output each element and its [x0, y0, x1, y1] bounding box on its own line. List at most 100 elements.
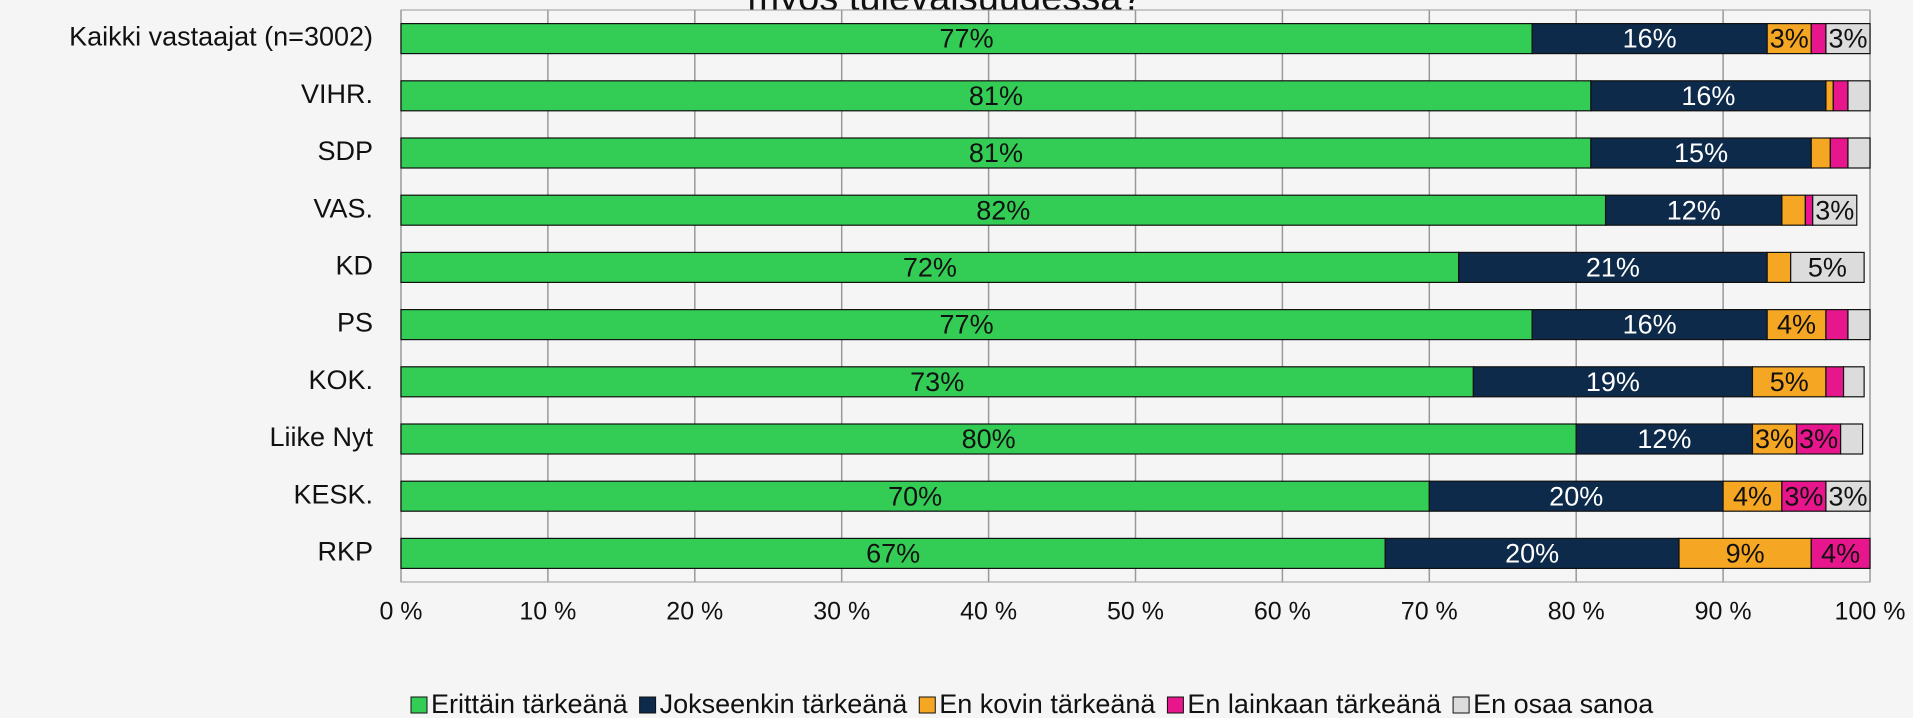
- bar-segment: [1840, 423, 1864, 455]
- y-tick-label: KD: [335, 251, 373, 281]
- data-label: 3%: [1815, 195, 1854, 225]
- x-tick-label: 30 %: [813, 598, 870, 626]
- legend-swatch: [410, 696, 428, 714]
- bar-segment: [1781, 194, 1806, 226]
- data-label: 12%: [1667, 195, 1721, 225]
- bar-segment: [1847, 137, 1871, 169]
- y-tick-label: RKP: [317, 537, 373, 567]
- bar-segment: [1531, 23, 1768, 55]
- bar-segment: [1751, 423, 1798, 455]
- y-tick-label: KESK.: [293, 479, 373, 509]
- bar-segment: [1825, 366, 1845, 398]
- y-tick-label: Liike Nyt: [269, 422, 373, 452]
- x-tick-label: 50 %: [1107, 598, 1164, 626]
- data-label: 81%: [969, 138, 1023, 168]
- bar-segment: [1847, 80, 1871, 112]
- legend-label: En lainkaan tärkeänä: [1187, 689, 1442, 718]
- bar-segment: [400, 480, 1430, 512]
- bar-segment: [1384, 537, 1680, 570]
- x-tick-label: 70 %: [1401, 598, 1458, 626]
- data-label: 16%: [1623, 310, 1677, 340]
- data-label: 4%: [1821, 539, 1860, 569]
- data-label: 81%: [969, 81, 1023, 111]
- bar-segment: [1825, 480, 1871, 512]
- data-label: 73%: [910, 367, 964, 397]
- data-label: 77%: [940, 24, 994, 54]
- bar-segment: [1751, 366, 1827, 398]
- data-label: 3%: [1755, 424, 1794, 454]
- x-tick-label: 20 %: [666, 598, 723, 626]
- bar-segment: [1766, 23, 1812, 55]
- bar-segment: [1575, 423, 1754, 455]
- bar-segment: [1766, 251, 1792, 283]
- legend-swatch: [639, 696, 657, 714]
- data-label: 3%: [1828, 24, 1867, 54]
- bar-segment: [400, 251, 1460, 283]
- data-label: 70%: [888, 481, 942, 511]
- x-tick-label: 40 %: [960, 598, 1017, 626]
- bar-segment: [1832, 80, 1849, 112]
- bar-segment: [1804, 194, 1814, 226]
- data-label: 3%: [1799, 424, 1838, 454]
- data-label: 12%: [1637, 424, 1691, 454]
- data-label: 19%: [1586, 367, 1640, 397]
- legend-swatch: [1452, 696, 1470, 714]
- bar-segment: [1825, 23, 1871, 55]
- data-label: 3%: [1770, 24, 1809, 54]
- bar-segment: [1842, 366, 1865, 398]
- data-label: 5%: [1808, 253, 1847, 283]
- bar-segment: [1604, 194, 1783, 226]
- data-label: 4%: [1733, 481, 1772, 511]
- x-tick-label: 0 %: [379, 598, 422, 626]
- bar-segment: [1790, 251, 1865, 283]
- bar-segment: [400, 366, 1474, 398]
- bar-segment: [400, 23, 1533, 55]
- legend-swatch: [918, 696, 936, 714]
- bar-segment: [400, 423, 1577, 455]
- y-tick-label: VIHR.: [301, 79, 373, 109]
- x-tick-label: 90 %: [1695, 598, 1752, 626]
- data-label: 80%: [962, 424, 1016, 454]
- bar-segment: [1472, 366, 1754, 398]
- data-label: 15%: [1674, 138, 1728, 168]
- bar-segment: [1590, 137, 1812, 169]
- bar-segment: [1812, 194, 1858, 226]
- data-label: 20%: [1505, 539, 1559, 569]
- data-label: 72%: [903, 253, 957, 283]
- bar-segment: [1825, 80, 1834, 112]
- x-tick-label: 60 %: [1254, 598, 1311, 626]
- bar-segment: [1678, 537, 1812, 570]
- data-label: 3%: [1828, 481, 1867, 511]
- data-label: 16%: [1681, 81, 1735, 111]
- data-label: 16%: [1623, 24, 1677, 54]
- bar-segment: [1531, 309, 1768, 341]
- data-label: 5%: [1770, 367, 1809, 397]
- bar-segment: [1428, 480, 1724, 512]
- y-tick-label: KOK.: [308, 365, 373, 395]
- bar-segment: [1829, 137, 1849, 169]
- y-tick-label: SDP: [317, 136, 373, 166]
- bar-segment: [1590, 80, 1827, 112]
- legend-label: Jokseenkin tärkeänä: [660, 689, 909, 718]
- bar-segment: [1825, 309, 1849, 341]
- data-label: 3%: [1784, 481, 1823, 511]
- legend-label: En kovin tärkeänä: [939, 689, 1156, 718]
- y-tick-label: Kaikki vastaajat (n=3002): [69, 22, 373, 52]
- bar-segment: [1766, 309, 1827, 341]
- bar-segment: [1810, 137, 1831, 169]
- bar-segment: [1847, 309, 1871, 341]
- bar-segment: [1458, 251, 1768, 283]
- bar-segment: [1722, 480, 1783, 512]
- data-label: 21%: [1586, 253, 1640, 283]
- y-tick-label: PS: [337, 308, 373, 338]
- data-label: 20%: [1549, 481, 1603, 511]
- bar-segment: [1810, 23, 1827, 55]
- data-label: 4%: [1777, 310, 1816, 340]
- data-label: 77%: [940, 310, 994, 340]
- y-tick-label: VAS.: [313, 193, 373, 223]
- legend-swatch: [1166, 696, 1184, 714]
- bar-segment: [400, 537, 1386, 570]
- x-tick-label: 10 %: [519, 598, 576, 626]
- data-label: 9%: [1726, 539, 1765, 569]
